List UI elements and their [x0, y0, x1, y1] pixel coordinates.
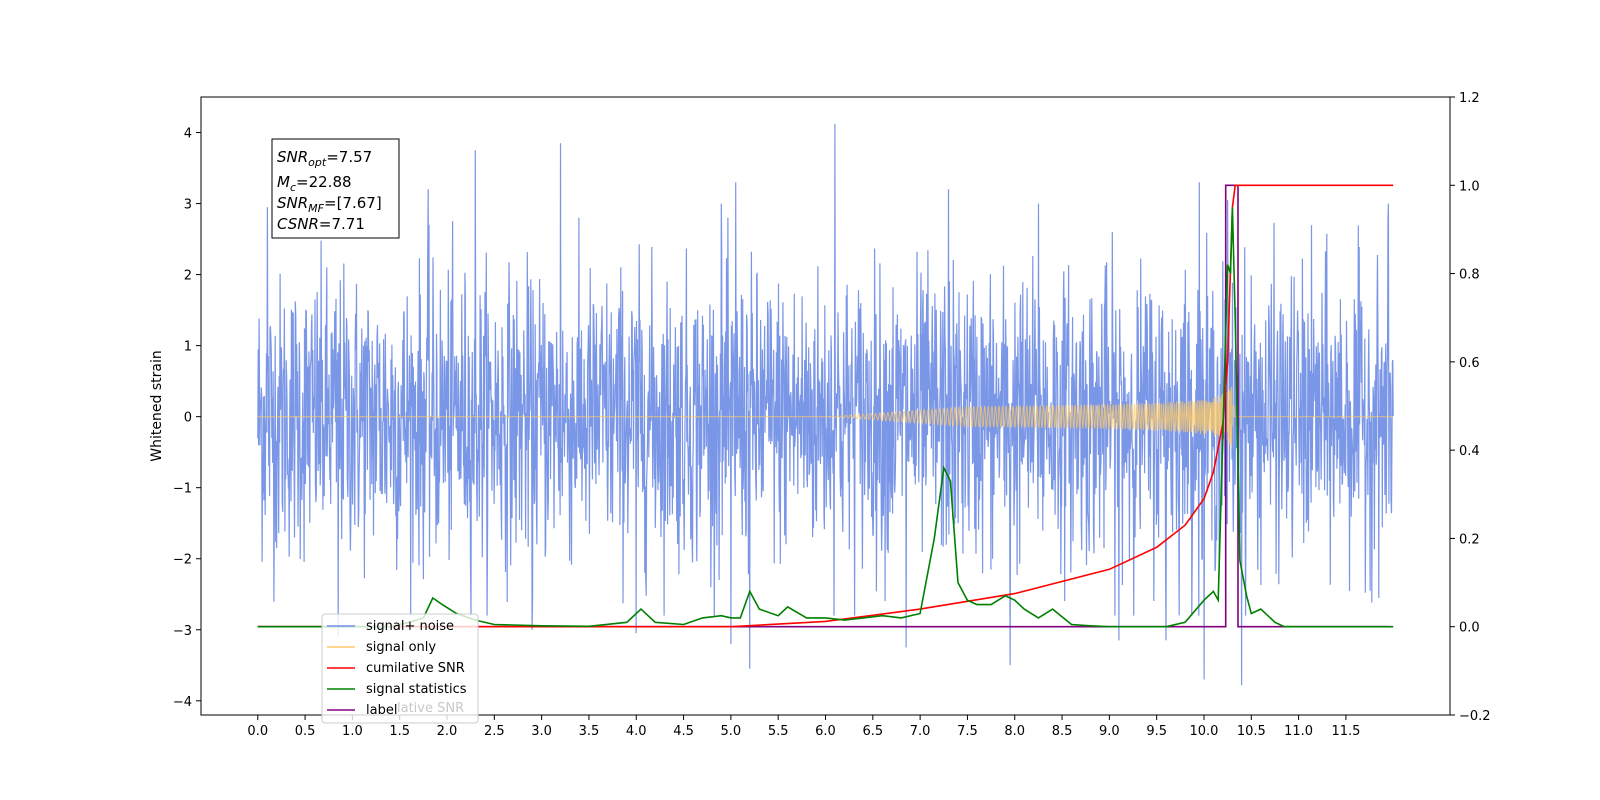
x-tick-label: 11.0: [1284, 724, 1313, 739]
annotation-csnr: CSNR=7.71: [277, 215, 365, 233]
legend-label: signal only: [366, 640, 436, 655]
x-tick-label: 4.5: [673, 724, 694, 739]
legend: lative SNR signal+ noise signal only cumil…: [321, 613, 479, 724]
x-tick-label: 1.0: [342, 724, 363, 739]
y-tick-label: −1: [173, 482, 192, 497]
y-tick-label: 2: [184, 269, 192, 284]
stats-annotation: SNRopt=7.57 Mc=22.88 SNRMF=[7.67] CSNR=7…: [271, 138, 400, 239]
legend-entries: signal+ noise signal only cumilative SNR si…: [327, 619, 467, 718]
y-tick-label: 1: [184, 340, 192, 355]
x-tick-label: 9.5: [1146, 724, 1167, 739]
legend-box: [321, 613, 479, 724]
series-signal-noise-line: [257, 123, 1394, 686]
y-tick-label: −2: [173, 553, 192, 568]
x-tick-label: 8.0: [1004, 724, 1025, 739]
y-tick-label: −3: [173, 624, 192, 639]
y2-tick-label: −0.2: [1459, 709, 1491, 724]
legend-label: signal statistics: [366, 682, 467, 697]
legend-overlap-text: lative SNR: [397, 701, 464, 716]
y-tick-label: 3: [184, 198, 192, 213]
x-tick-label: 5.0: [721, 724, 742, 739]
y-axis-left: 4 3 2 1 0 −1 −2 −3 −4: [173, 127, 201, 710]
x-tick-label: 11.5: [1331, 724, 1360, 739]
x-tick-label: 0.5: [295, 724, 316, 739]
x-tick-label: 9.0: [1099, 724, 1120, 739]
x-tick-label: 5.5: [768, 724, 789, 739]
x-axis: 0.0 0.5 1.0 1.5 2.0 2.5 3.0 3.5 4.0 4.5 5.0 5.5 6.0 6…: [247, 715, 1360, 739]
series-cumulative-snr-line: [257, 184, 1394, 628]
y2-tick-label: 0.2: [1459, 532, 1480, 547]
y-axis-label: Whitened strain: [149, 350, 165, 461]
legend-label: label: [366, 703, 397, 718]
x-tick-label: 2.0: [437, 724, 458, 739]
x-tick-label: 6.5: [862, 724, 883, 739]
x-tick-label: 2.5: [484, 724, 505, 739]
series-signal-statistics-line: [257, 207, 1394, 628]
x-tick-label: 3.5: [579, 724, 600, 739]
y-tick-label: −4: [173, 695, 192, 710]
y2-tick-label: 0.0: [1459, 621, 1480, 636]
x-tick-label: 10.0: [1190, 724, 1219, 739]
x-tick-label: 8.5: [1052, 724, 1073, 739]
x-tick-label: 0.0: [247, 724, 268, 739]
y2-tick-label: 0.8: [1459, 268, 1480, 283]
annotation-snr-mf: SNRMF=[7.67]: [277, 194, 382, 215]
y-tick-label: 4: [184, 127, 192, 142]
x-tick-label: 1.5: [389, 724, 410, 739]
x-tick-label: 6.0: [815, 724, 836, 739]
y-axis-right: 1.2 1.0 0.8 0.6 0.4 0.2 0.0 −0.2: [1450, 91, 1491, 724]
x-tick-label: 4.0: [626, 724, 647, 739]
annotation-mc: Mc=22.88: [277, 173, 352, 194]
y2-tick-label: 1.2: [1459, 91, 1480, 106]
legend-label: signal+ noise: [366, 619, 454, 634]
x-tick-label: 7.5: [957, 724, 978, 739]
series-layer: [257, 123, 1394, 686]
y2-tick-label: 1.0: [1459, 179, 1480, 194]
series-label-line: [257, 184, 1389, 628]
series-signal-only-line: [257, 386, 1394, 450]
x-tick-label: 7.0: [910, 724, 931, 739]
y-tick-label: 0: [184, 411, 192, 426]
y2-tick-label: 0.4: [1459, 444, 1480, 459]
annotation-box: [271, 138, 400, 239]
x-tick-label: 10.5: [1237, 724, 1266, 739]
y2-tick-label: 0.6: [1459, 356, 1480, 371]
x-tick-label: 3.0: [531, 724, 552, 739]
legend-label: cumilative SNR: [366, 661, 465, 676]
annotation-snr-opt: SNRopt=7.57: [277, 148, 372, 169]
